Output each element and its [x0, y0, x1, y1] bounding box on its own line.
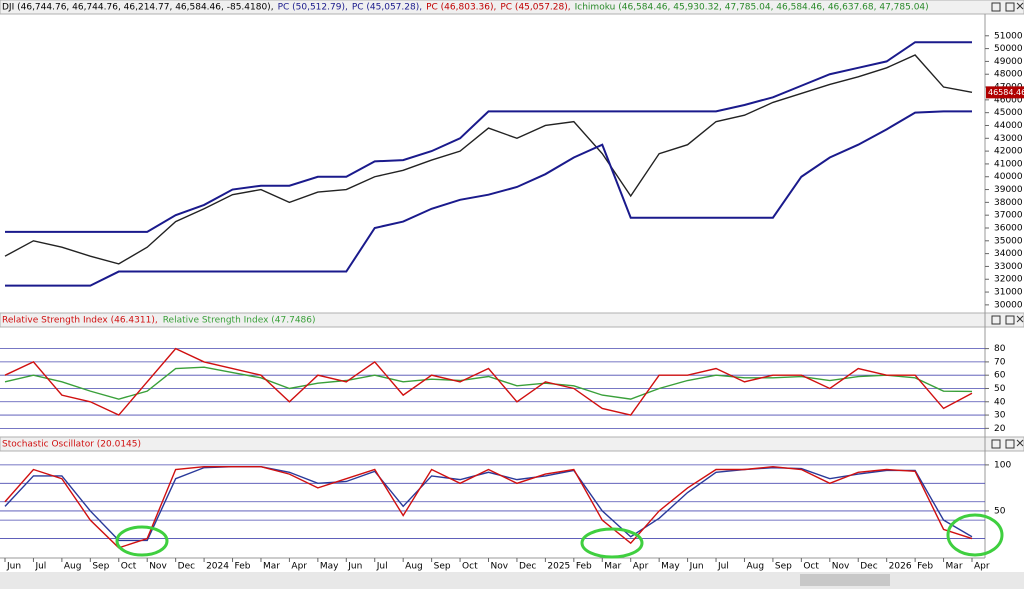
x-tick-label: Sep	[92, 562, 109, 572]
y-tick-label: 50	[994, 384, 1006, 394]
x-tick-label: 2025	[547, 562, 570, 572]
header-text: PC (46,803.36),	[426, 3, 496, 13]
x-tick-label: Feb	[576, 562, 592, 572]
x-tick-label: Oct	[462, 562, 478, 572]
x-tick-label: Mar	[263, 562, 280, 572]
panel-header	[0, 312, 1024, 328]
x-tick-label: Nov	[491, 562, 509, 572]
x-tick-label: Jul	[34, 562, 46, 572]
y-tick-label: 51000	[994, 31, 1023, 41]
series-line	[4, 366, 973, 400]
x-tick-label: Jun	[689, 562, 704, 572]
y-tick-label: 20	[994, 424, 1006, 434]
x-tick-label: Apr	[291, 562, 307, 572]
y-tick-label: 43000	[994, 134, 1023, 144]
header-text: DJI (46,744.76, 46,744.76, 46,214.77, 46…	[2, 3, 274, 13]
y-tick-label: 32000	[994, 275, 1023, 285]
y-tick-label: 36000	[994, 223, 1023, 233]
x-tick-label: Dec	[178, 562, 195, 572]
y-tick-label: 100	[994, 460, 1011, 470]
y-tick-label: 45000	[994, 108, 1023, 118]
x-tick-label: 2026	[889, 562, 912, 572]
header-text: PC (45,057.28),	[500, 3, 570, 13]
y-tick-label: 80	[994, 344, 1006, 354]
header-text: Ichimoku (46,584.46, 45,930.32, 47,785.0…	[575, 3, 929, 13]
x-tick-label: Nov	[832, 562, 850, 572]
x-tick-label: Dec	[860, 562, 877, 572]
series-line	[5, 41, 972, 233]
x-tick-label: Jun	[347, 562, 362, 572]
x-tick-label: May	[320, 562, 339, 572]
panel-buttons[interactable]	[991, 2, 1024, 449]
x-tick-label: Jul	[376, 562, 388, 572]
y-tick-label: 30	[994, 411, 1006, 421]
y-tick-label: 38000	[994, 198, 1023, 208]
series-line	[4, 347, 973, 416]
x-tick-label: Sep	[775, 562, 792, 572]
plots	[0, 41, 985, 549]
x-tick-label: Aug	[64, 562, 82, 572]
annotations	[115, 513, 1004, 559]
x-tick-label: Oct	[121, 562, 137, 572]
series-line	[5, 110, 972, 287]
price-label: 46584.46	[988, 88, 1024, 97]
panel-header	[0, 0, 1024, 15]
y-tick-label: 31000	[994, 288, 1023, 298]
x-tick-label: Jul	[717, 562, 729, 572]
x-tick-label: Apr	[974, 562, 990, 572]
x-tick-label: Sep	[434, 562, 451, 572]
y-tick-label: 70	[994, 357, 1006, 367]
header-text: PC (50,512.79),	[278, 3, 348, 13]
series-line	[4, 466, 973, 549]
x-tick-label: Aug	[746, 562, 764, 572]
x-tick-label: Apr	[633, 562, 649, 572]
legend-entry: Relative Strength Index (47.7486)	[163, 316, 316, 326]
x-tick-label: Feb	[235, 562, 251, 572]
x-tick-label: May	[661, 562, 680, 572]
highlight-circle	[946, 513, 1004, 557]
y-tick-label: 35000	[994, 236, 1023, 246]
y-tick-label: 60	[994, 371, 1006, 381]
y-tick-label: 46000	[994, 95, 1023, 105]
y-tick-label: 50	[994, 506, 1006, 516]
y-tick-label: 48000	[994, 70, 1023, 80]
y-tick-label: 41000	[994, 159, 1023, 169]
x-tick-label: Mar	[946, 562, 963, 572]
highlight-circle	[115, 525, 169, 557]
y-tick-label: 50000	[994, 44, 1023, 54]
x-tick-label: 2024	[206, 562, 229, 572]
x-tick-label: Jun	[6, 562, 21, 572]
price-label-box	[986, 86, 1024, 99]
scroll-thumb[interactable]	[800, 574, 890, 586]
header-text: PC (45,057.28),	[352, 3, 422, 13]
series-line	[4, 54, 973, 265]
y-tick-label: 33000	[994, 262, 1023, 272]
x-tick-label: Oct	[803, 562, 819, 572]
series-line	[4, 466, 973, 542]
scrollbar[interactable]	[0, 572, 1024, 589]
y-tick-label: 37000	[994, 211, 1023, 221]
x-tick-label: Dec	[519, 562, 536, 572]
y-tick-label: 40000	[994, 172, 1023, 182]
panel-header	[0, 436, 1024, 452]
legend-entry: Relative Strength Index (46.4311),	[2, 316, 158, 326]
x-tick-label: Feb	[917, 562, 933, 572]
highlight-circle	[580, 527, 644, 559]
y-tick-label: 39000	[994, 185, 1023, 195]
x-tick-label: Aug	[405, 562, 423, 572]
legend-entry: Stochastic Oscillator (20.0145)	[2, 440, 141, 450]
y-tick-label: 42000	[994, 147, 1023, 157]
y-tick-label: 49000	[994, 57, 1023, 67]
x-tick-label: Mar	[604, 562, 621, 572]
y-tick-label: 30000	[994, 300, 1023, 310]
y-tick-label: 34000	[994, 249, 1023, 259]
x-tick-label: Nov	[149, 562, 167, 572]
y-tick-label: 44000	[994, 121, 1023, 131]
y-tick-label: 40	[994, 397, 1006, 407]
